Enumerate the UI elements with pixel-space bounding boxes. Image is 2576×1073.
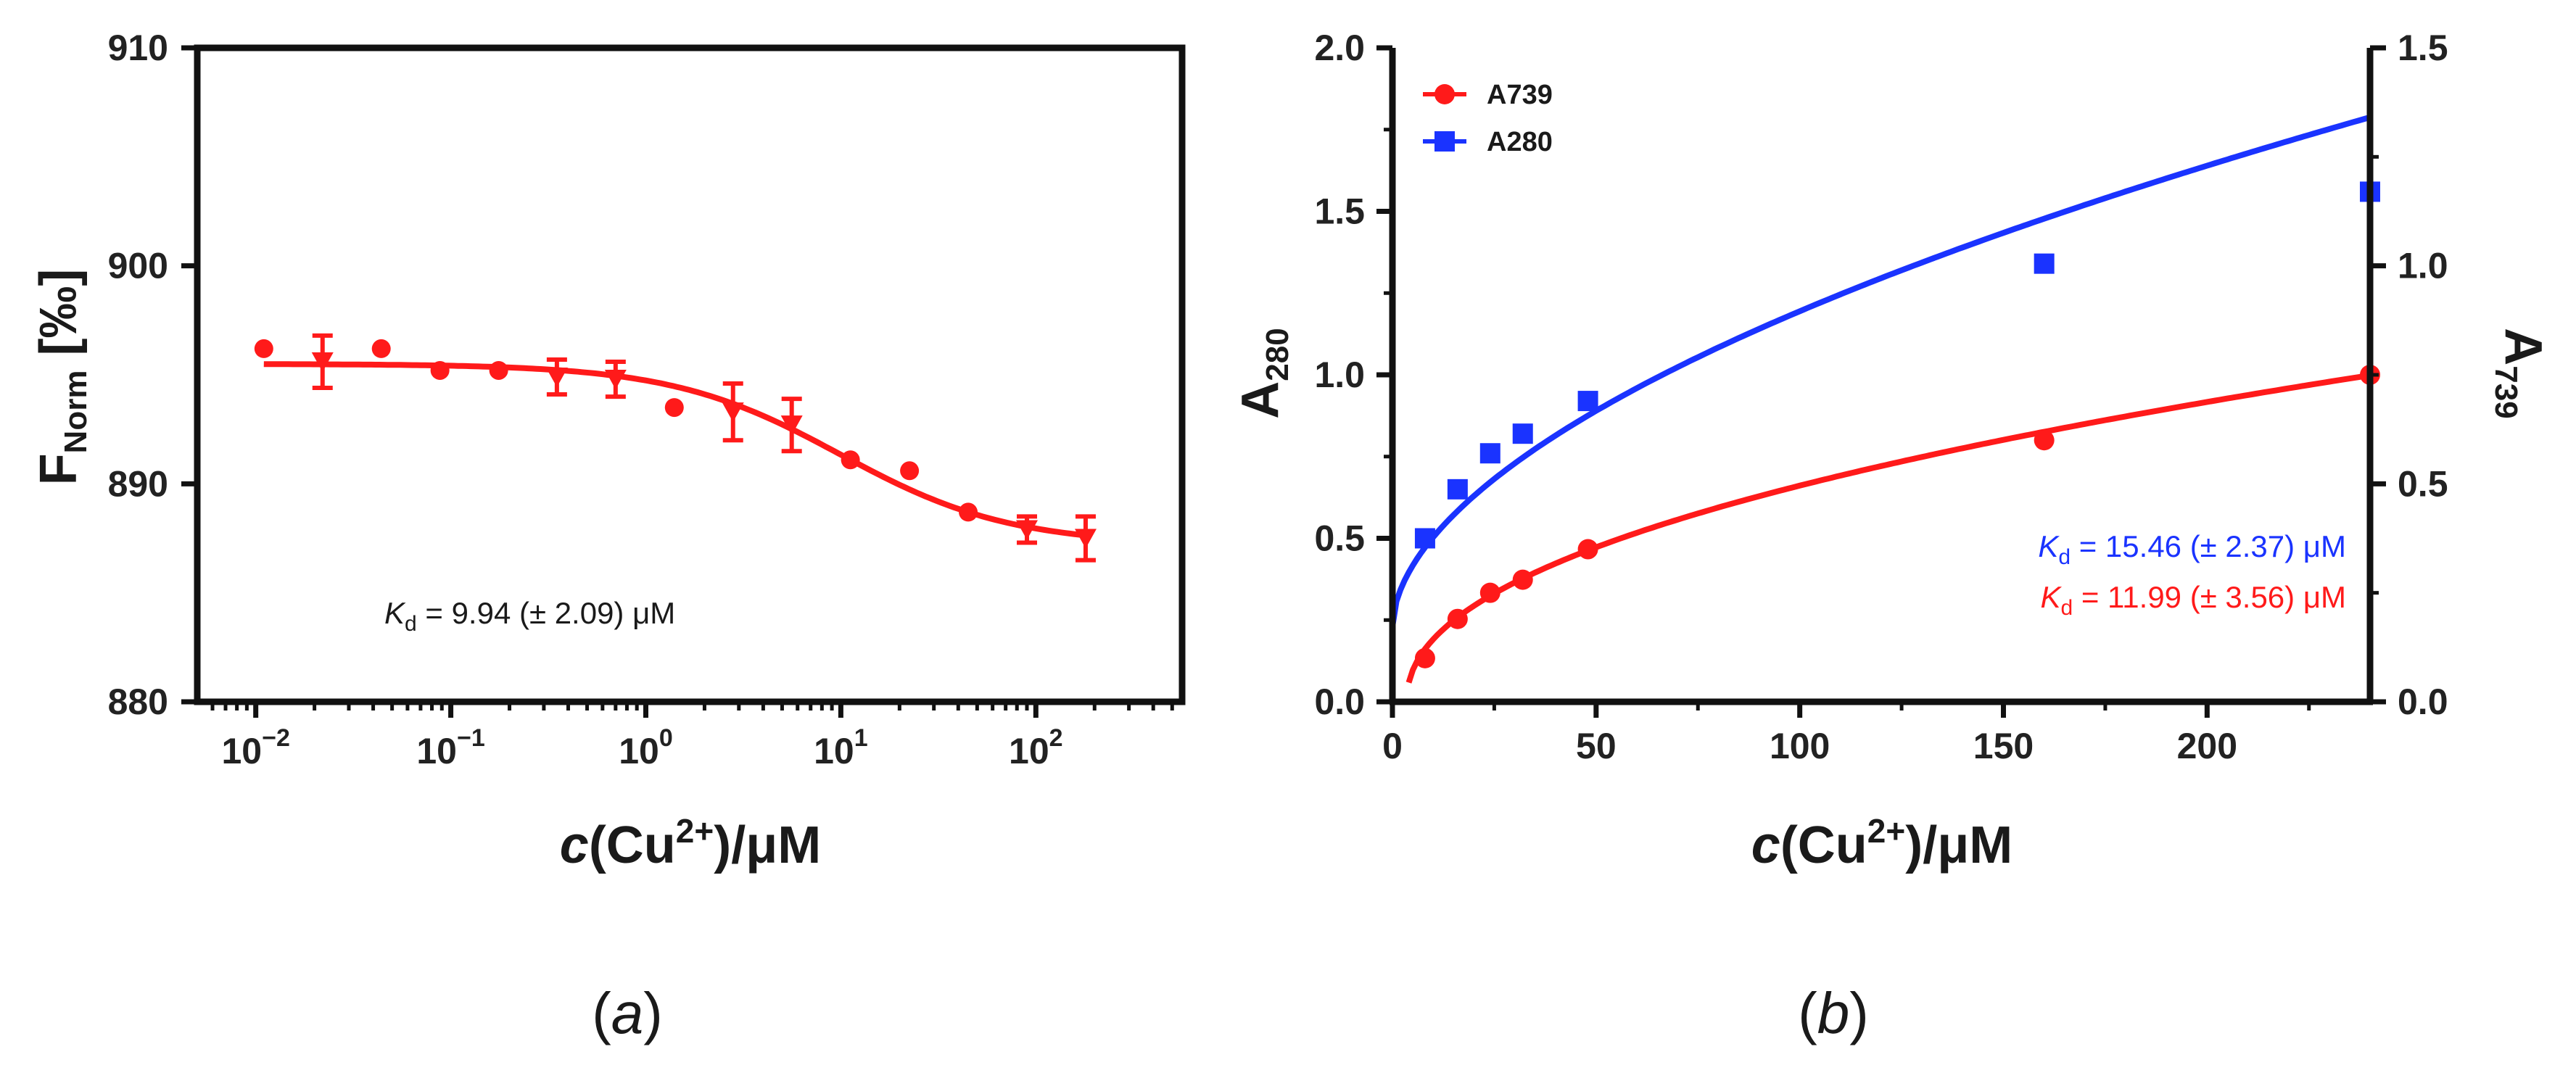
a-error-bars (312, 333, 1096, 563)
b-left-y-tick-label: 1.0 (1314, 355, 1365, 395)
a-data-point (489, 360, 508, 380)
a-y-tick-label: 890 (108, 463, 168, 504)
b-panel-label: (b) (1798, 981, 1869, 1045)
a-data-point (254, 339, 273, 358)
b-a739-point (1447, 608, 1468, 629)
b-x-tick-label: 50 (1576, 726, 1617, 766)
a-data-point (1016, 520, 1039, 540)
panel-a: 10−2 10−1 100 101 102 880 890 900 910 Kd = 9.94… (30, 28, 1186, 1045)
legend-a739-label: A739 (1487, 80, 1553, 110)
b-right-y-axis-title: A739 (2488, 328, 2552, 418)
b-left-y-tick-label: 0.0 (1314, 682, 1365, 722)
a-x-axis-title: c(Cu2+)/μM (560, 812, 821, 874)
b-a280-fit-curve (1390, 114, 2371, 627)
a-data-point (430, 360, 450, 380)
a-kd-annotation: Kd = 9.94 (± 2.09) μM (384, 596, 675, 636)
a-panel-label: (a) (592, 981, 663, 1045)
a-y-axis-title: FNorm [‰] (30, 269, 94, 486)
b-x-tick-label: 200 (2177, 726, 2237, 766)
b-a280-point (2034, 253, 2055, 274)
a-data-point (722, 402, 744, 423)
b-a280-point (1414, 528, 1435, 549)
b-kd-a280-annotation: Kd = 15.46 (± 2.37) μM (2038, 529, 2346, 569)
b-left-y-ticks: 0.0 0.5 1.0 1.5 2.0 (1314, 28, 1392, 722)
b-a280-point (1479, 443, 1500, 464)
a-y-tick-label: 900 (108, 246, 168, 286)
b-left-y-axis-title: A280 (1231, 328, 1295, 418)
a-x-tick-label: 10−2 (221, 724, 289, 771)
a-x-tick-label: 101 (814, 724, 868, 771)
b-x-axis-title: c(Cu2+)/μM (1751, 812, 2012, 874)
a-y-tick-label: 880 (108, 682, 168, 722)
b-kd-a739-annotation: Kd = 11.99 (± 3.56) μM (2040, 580, 2346, 620)
a-data-point (311, 352, 334, 372)
b-a739-fit-curve (1405, 372, 2371, 684)
b-a280-point (1512, 423, 1533, 444)
b-x-tick-label: 100 (1770, 726, 1830, 766)
b-fit-curves (1390, 114, 2371, 684)
b-left-y-tick-label: 1.5 (1314, 191, 1365, 232)
legend-a739-marker (1434, 84, 1455, 104)
a-data-point (545, 368, 568, 388)
b-right-y-tick-label: 1.0 (2398, 246, 2448, 286)
a-data-point (664, 398, 684, 418)
a-fit-curve-group (263, 361, 1091, 539)
b-left-y-tick-label: 0.5 (1314, 518, 1365, 559)
b-a280-point (1577, 391, 1598, 412)
a-y-ticks: 880 890 900 910 (108, 28, 197, 722)
a-y-tick-label: 910 (108, 28, 168, 68)
b-a739-point (1512, 569, 1533, 590)
a-data-point (780, 415, 803, 436)
a-data-point (1074, 529, 1097, 549)
a-x-tick-label: 102 (1009, 724, 1063, 771)
a-x-tick-label: 10−1 (416, 724, 484, 771)
b-x-ticks: 0 50 100 150 200 (1382, 702, 2311, 766)
a-data-point (371, 339, 391, 358)
b-a739-point (1577, 539, 1598, 560)
b-left-y-tick-label: 2.0 (1314, 28, 1365, 68)
b-a280-point (1447, 478, 1468, 500)
a-data-point (900, 461, 920, 481)
b-right-y-ticks: 0.0 0.5 1.0 1.5 (2370, 28, 2448, 722)
legend-a280-marker (1434, 131, 1455, 152)
b-x-tick-label: 0 (1382, 726, 1403, 766)
b-a739-point (2034, 430, 2055, 451)
panel-b: 0 50 100 150 200 0.0 0.5 1.0 1.5 2.0 0.0 0.5 1.0 1.… (1231, 28, 2552, 1045)
b-a739-point (1414, 647, 1435, 668)
a-x-ticks: 10−2 10−1 100 101 102 (210, 702, 1174, 771)
a-data-point (959, 502, 978, 522)
b-legend: A739 A280 (1423, 80, 1553, 157)
a-x-tick-label: 100 (619, 724, 673, 771)
b-data-points (1414, 181, 2380, 668)
b-a739-point (1479, 582, 1500, 603)
b-x-tick-label: 150 (1973, 726, 2034, 766)
a-data-points (254, 339, 1097, 549)
a-plot-frame (194, 44, 1186, 705)
b-right-y-tick-label: 0.0 (2398, 682, 2448, 722)
a-data-point (841, 450, 860, 470)
a-data-point (604, 370, 627, 390)
b-right-y-tick-label: 0.5 (2398, 463, 2448, 504)
legend-a280-label: A280 (1487, 127, 1553, 157)
a-fit-curve (263, 361, 1091, 539)
b-right-y-tick-label: 1.5 (2398, 28, 2448, 68)
